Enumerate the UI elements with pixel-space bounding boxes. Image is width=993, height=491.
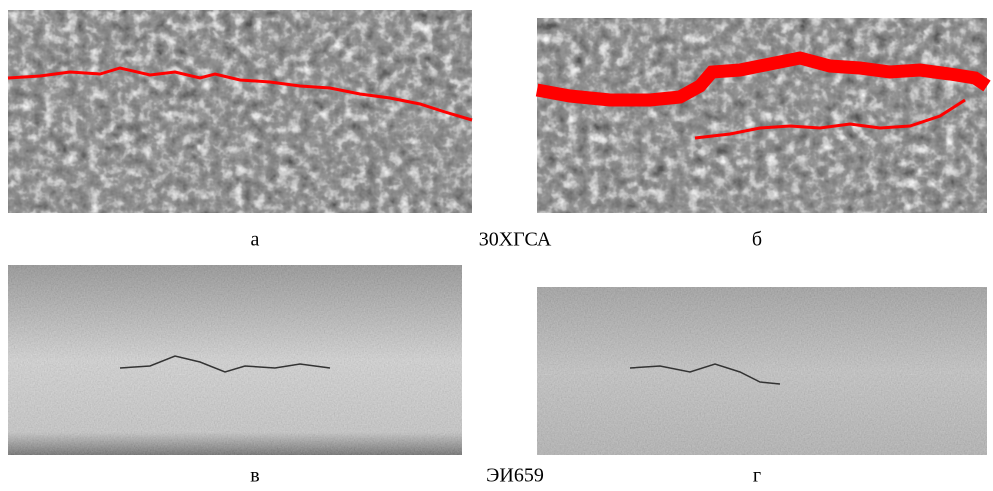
panel-label: а bbox=[251, 229, 260, 251]
panel-label: г bbox=[753, 465, 761, 487]
panel-label: б bbox=[752, 229, 762, 251]
micrograph-a bbox=[7, 10, 473, 213]
micrograph-g bbox=[537, 287, 987, 455]
micrograph-v bbox=[8, 265, 462, 455]
material-label: ЭИ659 bbox=[486, 465, 544, 487]
material-label: 30ХГСА bbox=[479, 229, 552, 251]
micrograph-b bbox=[535, 18, 991, 213]
panel-label: в bbox=[250, 465, 259, 487]
